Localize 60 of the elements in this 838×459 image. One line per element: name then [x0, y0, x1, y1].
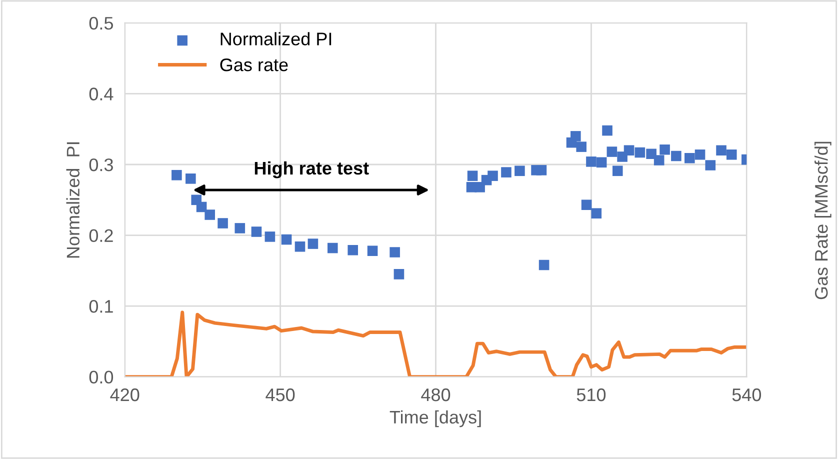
point [264, 232, 276, 242]
y2-axis-title: Gas Rate [MMscf/d] [814, 142, 832, 300]
point [570, 131, 581, 142]
x-axis-title: Time [days] [390, 410, 481, 428]
point [646, 148, 656, 160]
y-tick-label: 0.3 [89, 158, 113, 172]
point [591, 208, 602, 218]
point [538, 260, 550, 270]
point [172, 170, 182, 180]
x-tick-label: 480 [421, 388, 450, 402]
x-tick-label: 450 [266, 388, 295, 402]
point [327, 242, 338, 254]
y-tick-label: 0.0 [89, 370, 114, 384]
point [596, 157, 607, 168]
y-tick-label: 0.5 [89, 16, 113, 30]
point [705, 160, 716, 170]
point [501, 167, 512, 178]
legend-label: Gas rate [220, 58, 288, 72]
y-axis-title: Normalized PI [66, 142, 80, 258]
point [204, 210, 215, 220]
point [186, 174, 196, 184]
annotation: High rate test [254, 161, 369, 178]
x-tick-label: 540 [732, 388, 762, 402]
point [726, 149, 737, 160]
point [467, 170, 478, 181]
point [514, 166, 525, 176]
y-tick-label: 0.2 [89, 229, 113, 242]
point [536, 165, 547, 176]
point [390, 247, 400, 258]
point [234, 223, 246, 234]
point [367, 246, 378, 256]
point [624, 145, 634, 156]
point [602, 125, 612, 136]
point [308, 238, 318, 249]
point [586, 156, 596, 167]
point [634, 147, 646, 158]
point [660, 144, 670, 155]
point [251, 226, 262, 237]
x-tick-label: 420 [110, 388, 140, 402]
point [281, 234, 292, 245]
point [694, 149, 706, 160]
point [474, 182, 485, 192]
point [671, 150, 682, 162]
point [488, 170, 498, 181]
y-tick-label: 0.1 [89, 300, 113, 313]
point [348, 244, 358, 256]
point [581, 200, 592, 210]
point [576, 142, 587, 152]
point [684, 152, 695, 164]
point [612, 166, 623, 176]
y-tick-label: 0.4 [89, 88, 114, 100]
point [606, 146, 618, 157]
point [654, 155, 664, 166]
legend-label: Normalized PI [220, 32, 332, 46]
point [294, 241, 306, 252]
x-tick-label: 510 [576, 388, 606, 402]
point [716, 145, 726, 156]
point [394, 269, 404, 280]
point [218, 218, 228, 228]
point [196, 202, 207, 212]
